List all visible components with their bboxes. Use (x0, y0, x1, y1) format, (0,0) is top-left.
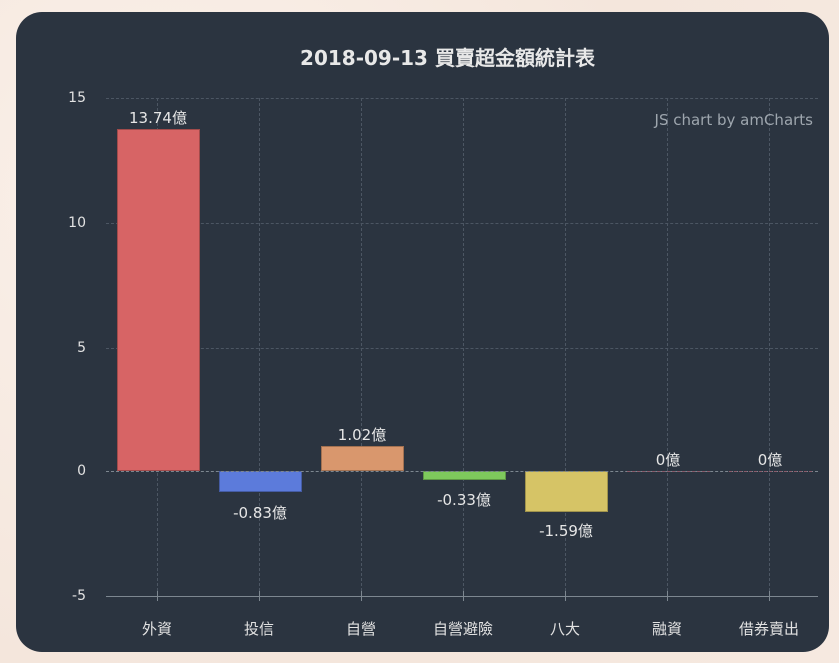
gridline-15 (106, 98, 818, 99)
gridline-v (667, 98, 668, 596)
gridline-v (463, 98, 464, 596)
x-tick (463, 591, 464, 601)
plot-area: JS chart by amCharts 15 10 5 0 -5 13.74億… (16, 12, 829, 652)
x-tick (157, 591, 158, 601)
bar-short-sale-zero[interactable] (729, 471, 812, 472)
x-tick-label: 自營避險 (432, 620, 493, 638)
value-label: 13.74億 (129, 109, 187, 127)
y-tick-label: 10 (68, 215, 86, 231)
x-tick-label: 八大 (549, 620, 580, 638)
gridline-v (259, 98, 260, 596)
value-label: -0.33億 (437, 491, 491, 509)
x-tick (565, 591, 566, 601)
x-tick-label: 投信 (243, 620, 274, 638)
chart-title: 2018-09-13 買賣超金額統計表 (300, 46, 595, 70)
value-label: 0億 (757, 451, 783, 469)
y-tick-label: 0 (77, 463, 86, 479)
x-tick (259, 591, 260, 601)
bar-dealer[interactable] (321, 446, 404, 471)
x-tick (667, 591, 668, 601)
value-label: 0億 (655, 451, 681, 469)
y-tick-label: 15 (68, 90, 86, 106)
bar-investment-trust[interactable] (219, 471, 302, 492)
x-tick-label: 自營 (345, 620, 376, 638)
bar-dealer-hedge[interactable] (423, 471, 506, 480)
y-tick-label: 5 (77, 340, 86, 356)
zero-line (106, 471, 818, 472)
bar-eight-banks[interactable] (525, 471, 608, 512)
bar-foreign[interactable] (117, 129, 200, 471)
bar-margin-zero[interactable] (627, 471, 710, 472)
chart-panel: 2018-09-13 買賣超金額統計表 JS chart by amCharts… (16, 12, 829, 652)
chart-credit[interactable]: JS chart by amCharts (654, 111, 813, 129)
value-label: -1.59億 (539, 522, 593, 540)
x-tick (361, 591, 362, 601)
x-tick-label: 融資 (651, 620, 682, 638)
gridline-v (769, 98, 770, 596)
y-tick-label: -5 (72, 588, 86, 604)
gridline-v (361, 98, 362, 596)
x-axis-line (106, 596, 818, 597)
x-tick-label: 借券賣出 (738, 620, 799, 638)
x-tick (769, 591, 770, 601)
value-label: -0.83億 (233, 504, 287, 522)
x-tick-label: 外資 (141, 620, 172, 638)
value-label: 1.02億 (337, 426, 387, 444)
gridline-v (565, 98, 566, 596)
gridline-10 (106, 223, 818, 224)
gridline-5 (106, 348, 818, 349)
